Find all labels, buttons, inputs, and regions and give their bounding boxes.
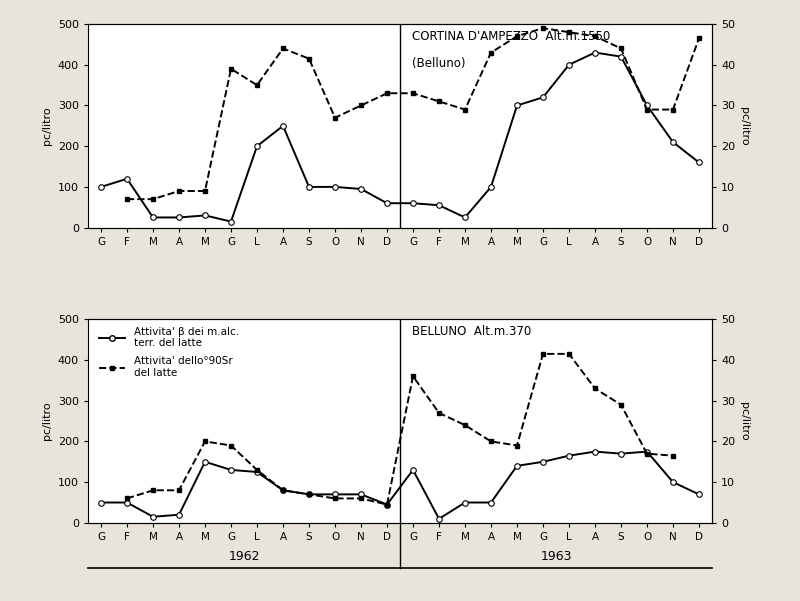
Y-axis label: pc/litro: pc/litro [739, 401, 749, 441]
Text: 1963: 1963 [540, 549, 572, 563]
Text: BELLUNO  Alt.m.370: BELLUNO Alt.m.370 [413, 325, 532, 338]
Text: CORTINA D'AMPEZZO  Alt.m.1550: CORTINA D'AMPEZZO Alt.m.1550 [413, 30, 610, 43]
Y-axis label: pc/litro: pc/litro [739, 106, 749, 145]
Text: (Belluno): (Belluno) [413, 56, 466, 70]
Y-axis label: pc/litro: pc/litro [42, 106, 52, 145]
Y-axis label: pc/litro: pc/litro [42, 401, 52, 441]
Text: 1962: 1962 [228, 549, 260, 563]
Legend: Attivita' β dei m.alc.
terr. del latte, Attivita' dello°90Sr
del latte: Attivita' β dei m.alc. terr. del latte, … [99, 326, 239, 378]
